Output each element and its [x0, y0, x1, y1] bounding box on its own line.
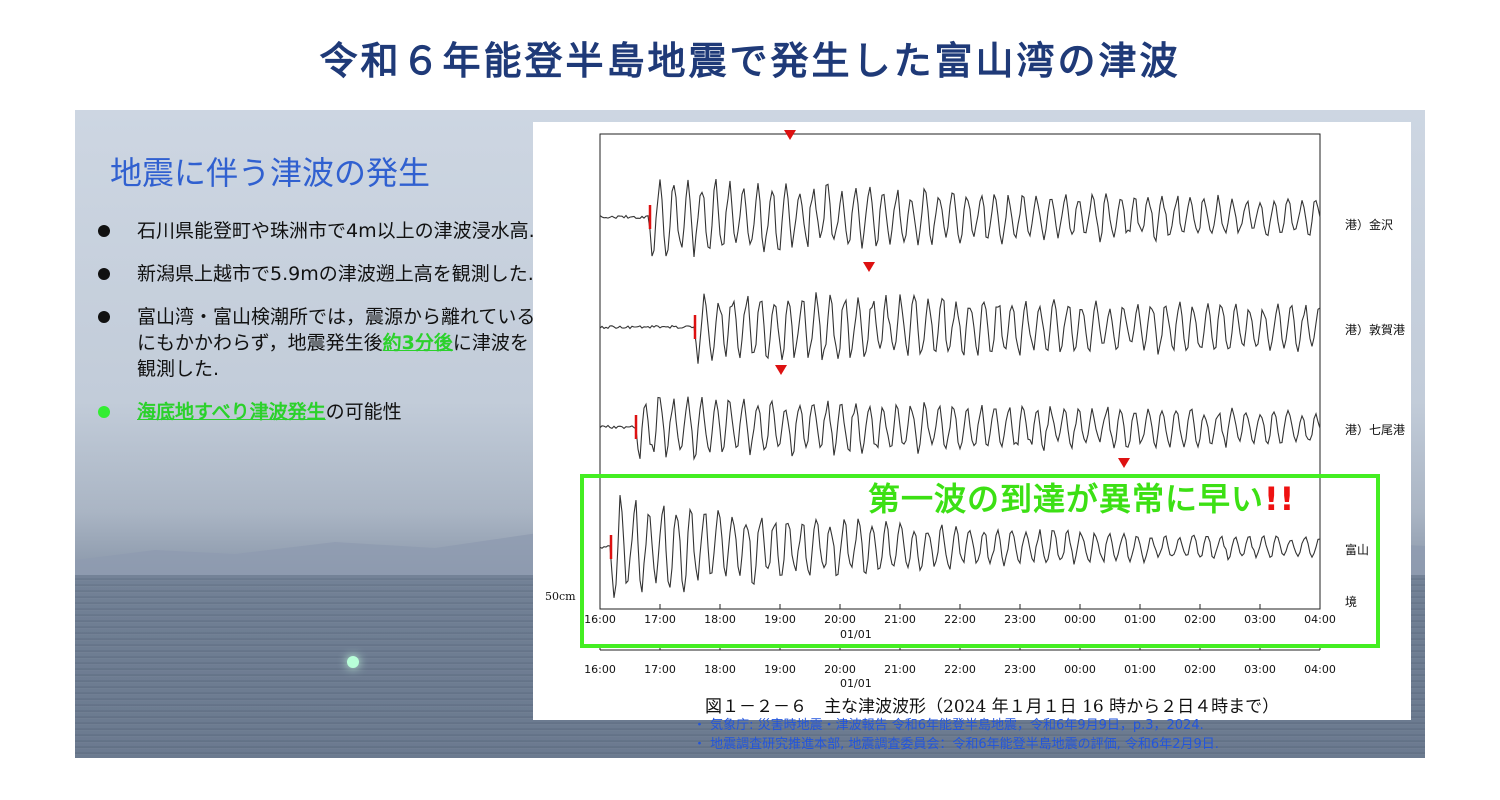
x-ticks-upper: 16:00 17:00 18:00 19:00 20:00 21:00 22:00 23:00… — [584, 604, 1336, 626]
waveform-trace — [599, 292, 1321, 364]
x-tick-label: 02:00 — [1184, 663, 1216, 676]
x-tick-label: 22:00 — [944, 613, 976, 626]
x-ticks-lower: 16:00 17:00 18:00 19:00 20:00 21:00 22:00 23:00… — [584, 645, 1336, 676]
waveform-trace — [599, 495, 1321, 598]
x-tick-label: 03:00 — [1244, 613, 1276, 626]
x-tick-label: 21:00 — [884, 663, 916, 676]
x-tick-label: 17:00 — [644, 613, 676, 626]
max-amplitude-marker — [775, 365, 787, 375]
x-tick-label: 00:00 — [1064, 663, 1096, 676]
waveform-trace — [599, 179, 1321, 258]
x-tick-label: 16:00 — [584, 663, 616, 676]
x-tick-label: 01:00 — [1124, 663, 1156, 676]
figure-caption: 図１－２－６ 主な津波波形（2024 年１月１日 16 時から２日４時まで） — [705, 697, 1280, 717]
max-amplitude-marker — [863, 262, 875, 272]
bullet-dot — [98, 225, 110, 237]
reference-2: ・ 地震調査研究推進本部, 地震調査委員会：令和6年能登半島地震の評価, 令和6… — [693, 737, 1219, 752]
x-tick-label: 22:00 — [944, 663, 976, 676]
station-label: 港）七尾港 — [1345, 423, 1405, 437]
references: ・ 気象庁: 災害時地震・津波報告 令和6年能登半島地震，令和6年9月9日，p.… — [693, 716, 1219, 754]
bullet-item: 富山湾・富山検潮所では，震源から離れているにもかかわらず，地震発生後約3分後に津… — [95, 304, 545, 382]
highlight-3min: 約3分後 — [382, 332, 453, 354]
alert-exclamation: !! — [1264, 480, 1296, 518]
x-tick-label: 16:00 — [584, 613, 616, 626]
page-title: 令和６年能登半島地震で発生した富山湾の津波 — [319, 39, 1181, 83]
x-tick-label: 21:00 — [884, 613, 916, 626]
arrival-markers — [775, 130, 1130, 468]
bullet-dot — [98, 268, 110, 280]
bullet-dot-green — [98, 406, 110, 418]
station-label: 富山 — [1345, 542, 1369, 557]
section-subtitle: 地震に伴う津波の発生 — [110, 154, 431, 192]
max-amplitude-marker — [784, 130, 796, 140]
x-tick-label: 04:00 — [1304, 663, 1336, 676]
station-label: 境 — [1345, 594, 1357, 609]
light-spot — [347, 656, 359, 668]
x-tick-label: 18:00 — [704, 663, 736, 676]
x-tick-label: 03:00 — [1244, 663, 1276, 676]
x-tick-label: 18:00 — [704, 613, 736, 626]
bullet-item: 海底地すべり津波発生の可能性 — [95, 399, 545, 425]
alert-text: 第一波の到達が異常に早い!! — [868, 480, 1296, 518]
x-tick-label: 23:00 — [1004, 613, 1036, 626]
waveform-plot: 16:00 17:00 18:00 19:00 20:00 21:00 22:00 23:00… — [545, 130, 1405, 690]
x-tick-label: 23:00 — [1004, 663, 1036, 676]
station-label: 港）敦賀港 — [1345, 322, 1405, 337]
scale-label: 50cm — [545, 590, 576, 603]
x-tick-label: 00:00 — [1064, 613, 1096, 626]
x-tick-label: 04:00 — [1304, 613, 1336, 626]
x-tick-label: 20:00 — [824, 663, 856, 676]
bullet-list: 石川県能登町や珠洲市で4m以上の津波浸水高. 新潟県上越市で5.9mの津波遡上高… — [95, 218, 545, 442]
x-tick-label: 01:00 — [1124, 613, 1156, 626]
x-tick-label: 02:00 — [1184, 613, 1216, 626]
waveform-traces — [599, 179, 1321, 598]
x-tick-label: 20:00 — [824, 613, 856, 626]
x-tick-label: 19:00 — [764, 613, 796, 626]
bullet-dot — [98, 311, 110, 323]
date-label-lower: 01/01 — [840, 677, 872, 690]
bullet-item: 新潟県上越市で5.9mの津波遡上高を観測した. — [95, 261, 545, 287]
x-tick-label: 17:00 — [644, 663, 676, 676]
tsunami-waveform-figure: 16:00 17:00 18:00 19:00 20:00 21:00 22:00 23:00… — [533, 122, 1411, 720]
toyama-highlight-box — [580, 474, 1380, 648]
highlight-landslide: 海底地すべり津波発生 — [137, 401, 326, 423]
x-tick-label: 19:00 — [764, 663, 796, 676]
station-label: 港）金沢 — [1345, 217, 1393, 232]
date-label-upper: 01/01 — [840, 628, 872, 641]
reference-1: ・ 気象庁: 災害時地震・津波報告 令和6年能登半島地震，令和6年9月9日，p.… — [693, 718, 1204, 733]
bullet-item: 石川県能登町や珠洲市で4m以上の津波浸水高. — [95, 218, 545, 244]
waveform-trace — [599, 396, 1321, 461]
max-amplitude-marker — [1118, 458, 1130, 468]
